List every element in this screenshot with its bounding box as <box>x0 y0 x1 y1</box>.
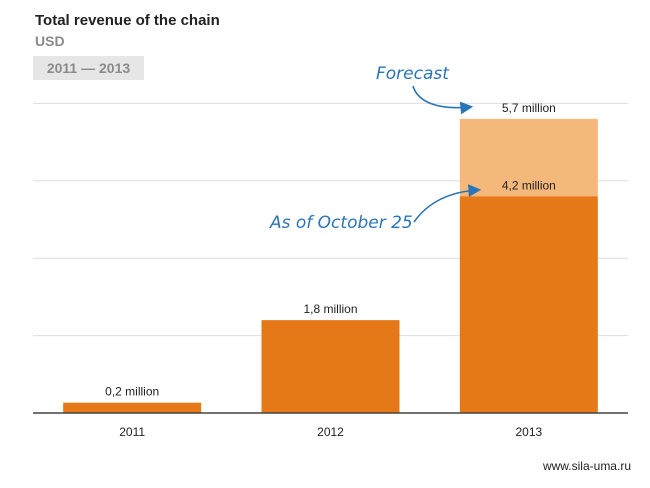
data-label-2013: 4,2 million <box>502 178 556 192</box>
period-badge: 2011 — 2013 <box>33 56 144 80</box>
chart-unit: USD <box>35 33 65 49</box>
forecast-annotation: Forecast <box>376 64 450 84</box>
bar-forecast-2013 <box>459 118 598 197</box>
data-label-2011: 0,2 million <box>105 385 159 399</box>
bar-2012 <box>261 320 400 413</box>
x-tick-label-2013: 2013 <box>515 425 542 439</box>
data-label-2012: 1,8 million <box>303 302 357 316</box>
chart-title: Total revenue of the chain <box>35 12 220 29</box>
data-label-forecast: 5,7 million <box>502 101 556 115</box>
forecast-arrow <box>412 85 474 115</box>
source-url: www.sila-uma.ru <box>542 459 631 473</box>
as-of-arrow <box>413 184 482 223</box>
bar-2013 <box>459 196 598 413</box>
as-of-annotation: As of October 25 <box>269 213 413 233</box>
x-tick-label-2011: 2011 <box>119 425 145 439</box>
x-tick-label-2012: 2012 <box>317 425 344 439</box>
bar-2011 <box>63 402 202 413</box>
